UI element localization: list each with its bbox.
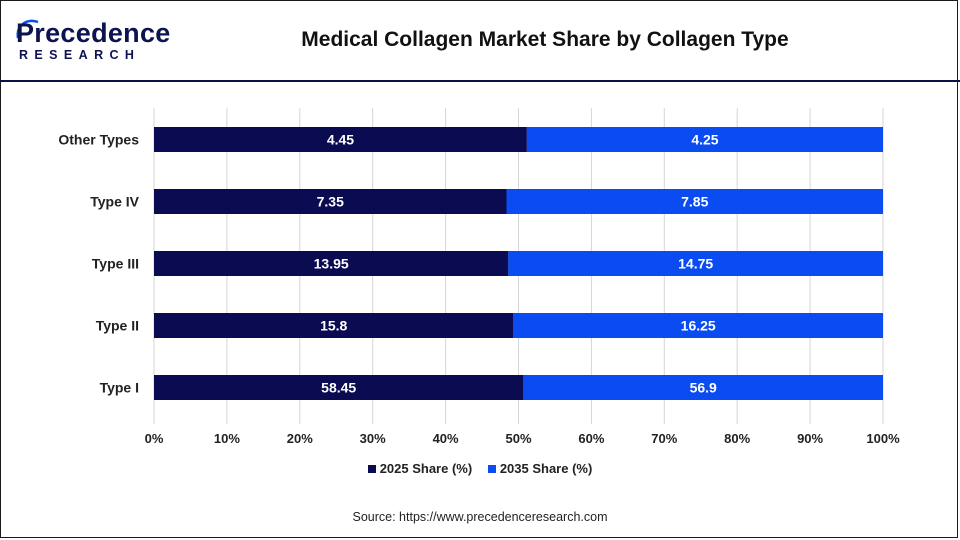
data-labels: 4.45 4.25 7.35 7.85 13.95 14.75 15.8 16.25 58.45… bbox=[314, 132, 719, 396]
data-label: 4.45 bbox=[327, 132, 354, 148]
category-label: Type III bbox=[92, 256, 139, 272]
bar-segment bbox=[154, 127, 527, 152]
chart-title: Medical Collagen Market Share by Collage… bbox=[301, 28, 789, 51]
legend-swatch-2025 bbox=[367, 465, 376, 473]
x-tick-label: 0% bbox=[145, 431, 164, 446]
x-tick-label: 70% bbox=[651, 431, 677, 446]
legend-item-2035: 2035 Share (%) bbox=[487, 461, 593, 476]
legend-swatch-2035 bbox=[487, 465, 496, 473]
x-tick-label: 10% bbox=[214, 431, 240, 446]
category-labels: Other Types Type IV Type III Type II Type I bbox=[58, 132, 139, 396]
x-tick-label: 40% bbox=[433, 431, 459, 446]
bar-segment bbox=[523, 375, 883, 400]
bar-segment bbox=[154, 375, 524, 400]
bars bbox=[154, 127, 883, 400]
category-label: Other Types bbox=[58, 132, 139, 148]
bar-segment bbox=[506, 189, 883, 214]
x-tick-label: 60% bbox=[578, 431, 604, 446]
brand-sub: RESEARCH bbox=[19, 48, 141, 62]
legend-item-2025: 2025 Share (%) bbox=[367, 461, 473, 476]
x-tick-labels: 0% 10% 20% 30% 40% 50% 60% 70% 80% 90% 100% bbox=[145, 431, 900, 446]
bar-segment bbox=[154, 313, 514, 338]
legend: 2025 Share (%) 2035 Share (%) bbox=[0, 461, 960, 476]
brand-logo: Precedence RESEARCH bbox=[16, 14, 170, 64]
brand-name: Precedence bbox=[16, 18, 171, 48]
data-label: 13.95 bbox=[314, 256, 349, 272]
bar-segment bbox=[154, 251, 509, 276]
data-label: 4.25 bbox=[691, 132, 718, 148]
bar-segment bbox=[154, 189, 507, 214]
x-tick-label: 50% bbox=[505, 431, 531, 446]
x-tick-label: 100% bbox=[866, 431, 900, 446]
logo-swoosh-icon bbox=[16, 19, 39, 39]
data-label: 14.75 bbox=[678, 256, 713, 272]
category-label: Type IV bbox=[90, 194, 139, 210]
legend-label-2025: 2025 Share (%) bbox=[379, 461, 473, 476]
source-note: Source: https://www.precedenceresearch.c… bbox=[352, 510, 608, 524]
legend-label-2035: 2035 Share (%) bbox=[499, 461, 593, 476]
data-label: 7.35 bbox=[317, 194, 344, 210]
data-label: 16.25 bbox=[681, 318, 716, 334]
category-label: Type I bbox=[100, 380, 139, 396]
bar-segment bbox=[508, 251, 883, 276]
bar-segment bbox=[513, 313, 883, 338]
data-label: 58.45 bbox=[321, 380, 356, 396]
category-label: Type II bbox=[96, 318, 139, 334]
data-label: 56.9 bbox=[690, 380, 717, 396]
x-tick-label: 90% bbox=[797, 431, 823, 446]
bar-segment bbox=[526, 127, 883, 152]
data-label: 7.85 bbox=[681, 194, 708, 210]
x-tick-label: 30% bbox=[360, 431, 386, 446]
x-tick-label: 80% bbox=[724, 431, 750, 446]
data-label: 15.8 bbox=[320, 318, 347, 334]
header: Precedence RESEARCH Medical Collagen Mar… bbox=[0, 0, 960, 82]
x-tick-label: 20% bbox=[287, 431, 313, 446]
